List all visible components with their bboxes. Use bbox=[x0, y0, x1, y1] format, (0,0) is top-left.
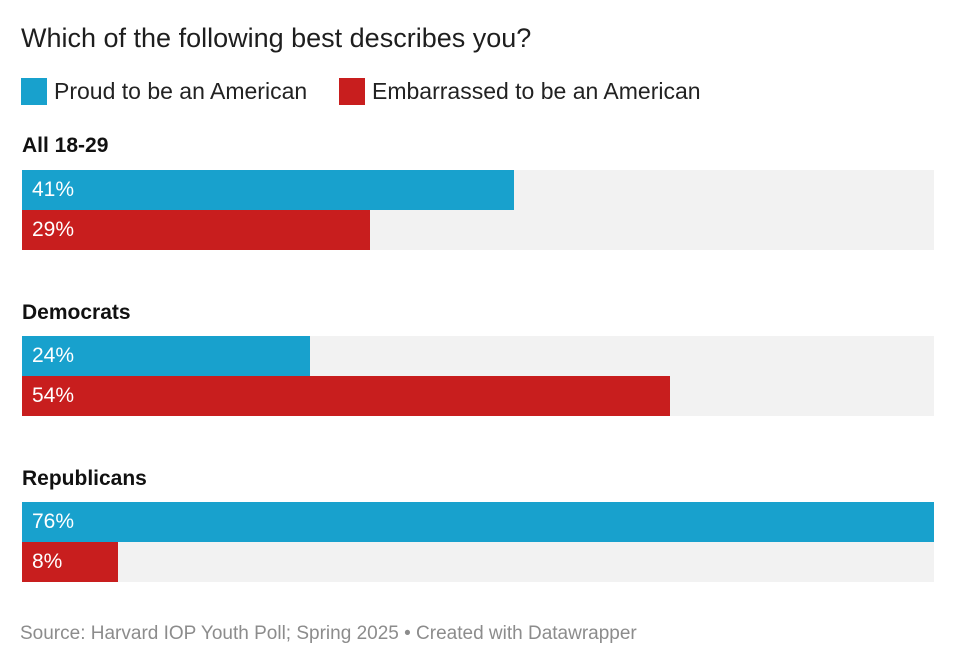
bar-republicans-proud: 76% bbox=[22, 502, 934, 542]
legend-label-proud: Proud to be an American bbox=[54, 78, 308, 104]
bar-democrats-embarrassed: 54% bbox=[22, 376, 670, 416]
bar-value-label: 54% bbox=[32, 384, 75, 407]
bar-all-18-29-embarrassed: 29% bbox=[22, 210, 370, 250]
group-label-all-18-29: All 18-29 bbox=[22, 134, 109, 157]
bar-value-label: 29% bbox=[32, 218, 75, 241]
bar-value-label: 41% bbox=[32, 178, 75, 201]
bar-all-18-29-proud: 41% bbox=[22, 170, 514, 210]
chart-title: Which of the following best describes yo… bbox=[21, 23, 532, 53]
group-label-democrats: Democrats bbox=[22, 301, 131, 324]
legend-swatch-embarrassed bbox=[339, 78, 365, 105]
legend-label-embarrassed: Embarrassed to be an American bbox=[372, 78, 701, 104]
bar-value-label: 8% bbox=[32, 550, 63, 573]
bar-track-all-18-29: 41% 29% bbox=[22, 170, 934, 250]
legend-swatch-proud bbox=[21, 78, 47, 105]
bar-track-democrats: 24% 54% bbox=[22, 336, 934, 416]
bar-track-republicans: 76% 8% bbox=[22, 502, 934, 582]
bar-democrats-proud: 24% bbox=[22, 336, 310, 376]
bar-republicans-embarrassed: 8% bbox=[22, 542, 118, 582]
group-label-republicans: Republicans bbox=[22, 467, 147, 490]
bar-value-label: 76% bbox=[32, 510, 75, 533]
source-footer: Source: Harvard IOP Youth Poll; Spring 2… bbox=[20, 623, 637, 644]
bar-value-label: 24% bbox=[32, 344, 75, 367]
